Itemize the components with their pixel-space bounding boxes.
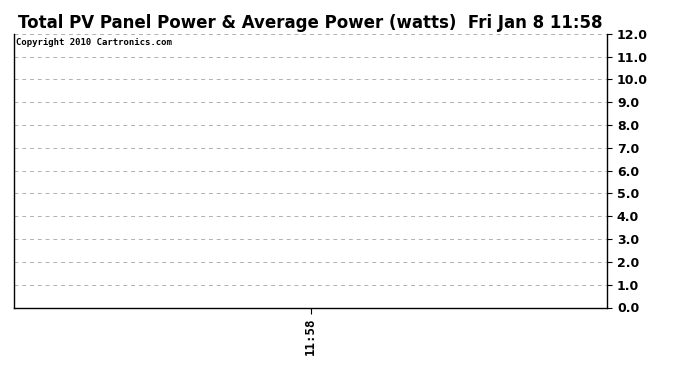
Title: Total PV Panel Power & Average Power (watts)  Fri Jan 8 11:58: Total PV Panel Power & Average Power (wa… bbox=[18, 14, 603, 32]
Text: Copyright 2010 Cartronics.com: Copyright 2010 Cartronics.com bbox=[16, 38, 171, 47]
